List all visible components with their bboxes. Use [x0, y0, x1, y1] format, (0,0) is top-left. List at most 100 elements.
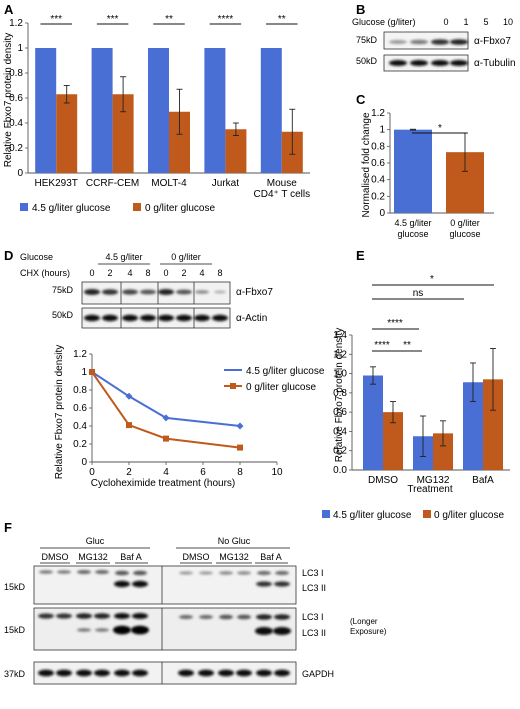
- legend-swatch-high: [20, 203, 28, 211]
- panel-e-bars: [363, 348, 503, 470]
- y-tick-label: 0.0: [333, 465, 347, 476]
- panel-e-yticks: 0.0 0.2 0.4 0.6 0.8 1.0 1.2 1.4: [333, 330, 352, 476]
- x-label-0: DMSO: [368, 475, 398, 486]
- panel-e-sig-4a: ****: [387, 318, 403, 329]
- panel-b-blot-fbxo7: [383, 31, 469, 50]
- panel-e-xlabel: Treatment: [407, 484, 452, 495]
- panel-f-blot-gapdh: [33, 661, 297, 685]
- panel-f-treat-3: DMSO: [183, 552, 210, 562]
- panel-b-blot-tubulin: [383, 54, 469, 72]
- y-tick-label: 0.8: [333, 388, 347, 399]
- panel-f-lc3ii-1: LC3 II: [302, 583, 326, 593]
- panel-f-treat-2: Baf A: [120, 552, 142, 562]
- panel-c-xlabel-0-l2: glucose: [397, 229, 428, 239]
- point-low-0: [89, 369, 95, 375]
- panel-e-label: E: [356, 248, 365, 263]
- panel-d-glucose-label: Glucose: [20, 252, 53, 262]
- panel-d-lane-2: 4: [127, 268, 132, 278]
- panel-d-lane-0: 0: [89, 268, 94, 278]
- x-tick-label: 8: [237, 467, 243, 478]
- panel-a-yticks: 0 0.2 0.4 0.6 0.8 1 1.2: [9, 18, 28, 179]
- panel-d-legend-low: 0 g/liter glucose: [246, 382, 316, 393]
- point-high-1: [125, 392, 133, 400]
- y-tick-label: 1.2: [73, 349, 87, 360]
- panel-c-label: C: [356, 92, 366, 107]
- bar-high-3: [204, 48, 226, 173]
- panel-d-mw-bottom: 50kD: [52, 310, 74, 320]
- panel-c-ylabel: Normalised fold change: [361, 112, 372, 217]
- panel-d-mw-top: 75kD: [52, 285, 74, 295]
- panel-c-sig: *: [438, 123, 442, 134]
- y-tick-label: 0: [17, 168, 23, 179]
- x-tick-label: 4: [163, 467, 169, 478]
- panel-e-sig-star: *: [430, 274, 434, 285]
- bar-low-1: [112, 94, 134, 173]
- panel-d-lane-3: 8: [145, 268, 150, 278]
- bar-high-2: [148, 48, 169, 173]
- legend-label-high: 4.5 g/liter glucose: [32, 203, 111, 214]
- bar-high-0: [35, 48, 57, 173]
- panel-d-lane-7: 8: [217, 268, 222, 278]
- panel-f-lc3i-1: LC3 I: [302, 568, 324, 578]
- panel-b-lane-0: 0: [443, 17, 448, 27]
- y-tick-label: 0.2: [333, 446, 347, 457]
- bar-low-0: [56, 94, 78, 173]
- panel-e-xlabels: DMSO MG132 BafA: [368, 475, 494, 486]
- panel-c-xlabel-1-l2: glucose: [449, 229, 480, 239]
- panel-f-mw2: 15kD: [4, 625, 26, 635]
- panel-d-label-actin: α-Actin: [236, 313, 267, 324]
- y-tick-label: 1.2: [333, 349, 347, 360]
- panel-d-lane-6: 4: [199, 268, 204, 278]
- panel-b-label-fbxo7: α-Fbxo7: [474, 36, 511, 47]
- y-tick-label: 0.6: [9, 93, 23, 104]
- panel-c-yticks: 0 0.2 0.4 0.6 0.8 1 1.2: [371, 108, 390, 219]
- series-line-0: [91, 371, 241, 427]
- bar-high-4: [260, 48, 282, 173]
- panel-a-ylabel: Relative Fbxo7 protein density: [3, 33, 14, 168]
- y-tick-label: 1.2: [9, 18, 23, 29]
- y-tick-label: 0.4: [9, 118, 23, 129]
- panel-d-xlabel: Cycloheximide treatment (hours): [91, 478, 236, 489]
- x-tick-label: 6: [200, 467, 206, 478]
- point-high-2: [162, 414, 170, 422]
- panel-f-blot-short: [33, 565, 297, 605]
- panel-a-legend: 4.5 g/liter glucose 0 g/liter glucose: [20, 203, 215, 214]
- panel-d-group-low: 0 g/liter: [171, 252, 201, 262]
- y-tick-label: 0: [379, 208, 385, 219]
- panel-d-chx-label: CHX (hours): [20, 268, 70, 278]
- sig-label-3: ****: [218, 14, 234, 25]
- panel-a-label: A: [4, 2, 14, 17]
- panel-d-group-high: 4.5 g/liter: [105, 252, 142, 262]
- x-label-4: Mouse: [267, 178, 297, 189]
- y-tick-label: 1.0: [333, 369, 347, 380]
- y-tick-label: 0.4: [333, 426, 347, 437]
- panel-d-ylabel: Relative Fbxo7 protein density: [54, 345, 65, 480]
- panel-d-blot-fbxo7: [81, 281, 231, 305]
- bar-high-2: [463, 382, 483, 470]
- point-low-3: [237, 444, 243, 451]
- panel-e-significance: * ns **** **** **: [372, 274, 494, 352]
- series-line-1: [91, 371, 241, 449]
- panel-f-mw3: 37kD: [4, 669, 26, 679]
- y-tick-label: 0.8: [371, 141, 385, 152]
- bar-low-2: [483, 379, 503, 470]
- panel-e-sig-4b: ****: [374, 340, 390, 351]
- panel-a-significance: *** *** ** **** **: [40, 14, 298, 25]
- panel-c-significance: *: [412, 123, 467, 134]
- panel-f-mw1: 15kD: [4, 582, 26, 592]
- panel-b-label-tubulin: α-Tubulin: [474, 58, 516, 69]
- panel-f-treat-5: Baf A: [260, 552, 282, 562]
- panel-d-label-fbxo7: α-Fbxo7: [236, 287, 273, 298]
- panel-d-blot-actin: [81, 307, 231, 329]
- y-tick-label: 0: [81, 457, 87, 468]
- x-tick-label: 2: [126, 467, 132, 478]
- panel-f-group-nogluc: No Gluc: [218, 536, 251, 546]
- panel-b-mw-top: 75kD: [356, 35, 378, 45]
- x-label-2: BafA: [472, 475, 494, 486]
- panel-f-longer-l1: (Longer: [350, 617, 378, 626]
- x-label-2: MOLT-4: [151, 178, 187, 189]
- panel-b-mw-bottom: 50kD: [356, 56, 378, 66]
- x-label-1: MG132: [417, 475, 450, 486]
- y-tick-label: 0.2: [9, 143, 23, 154]
